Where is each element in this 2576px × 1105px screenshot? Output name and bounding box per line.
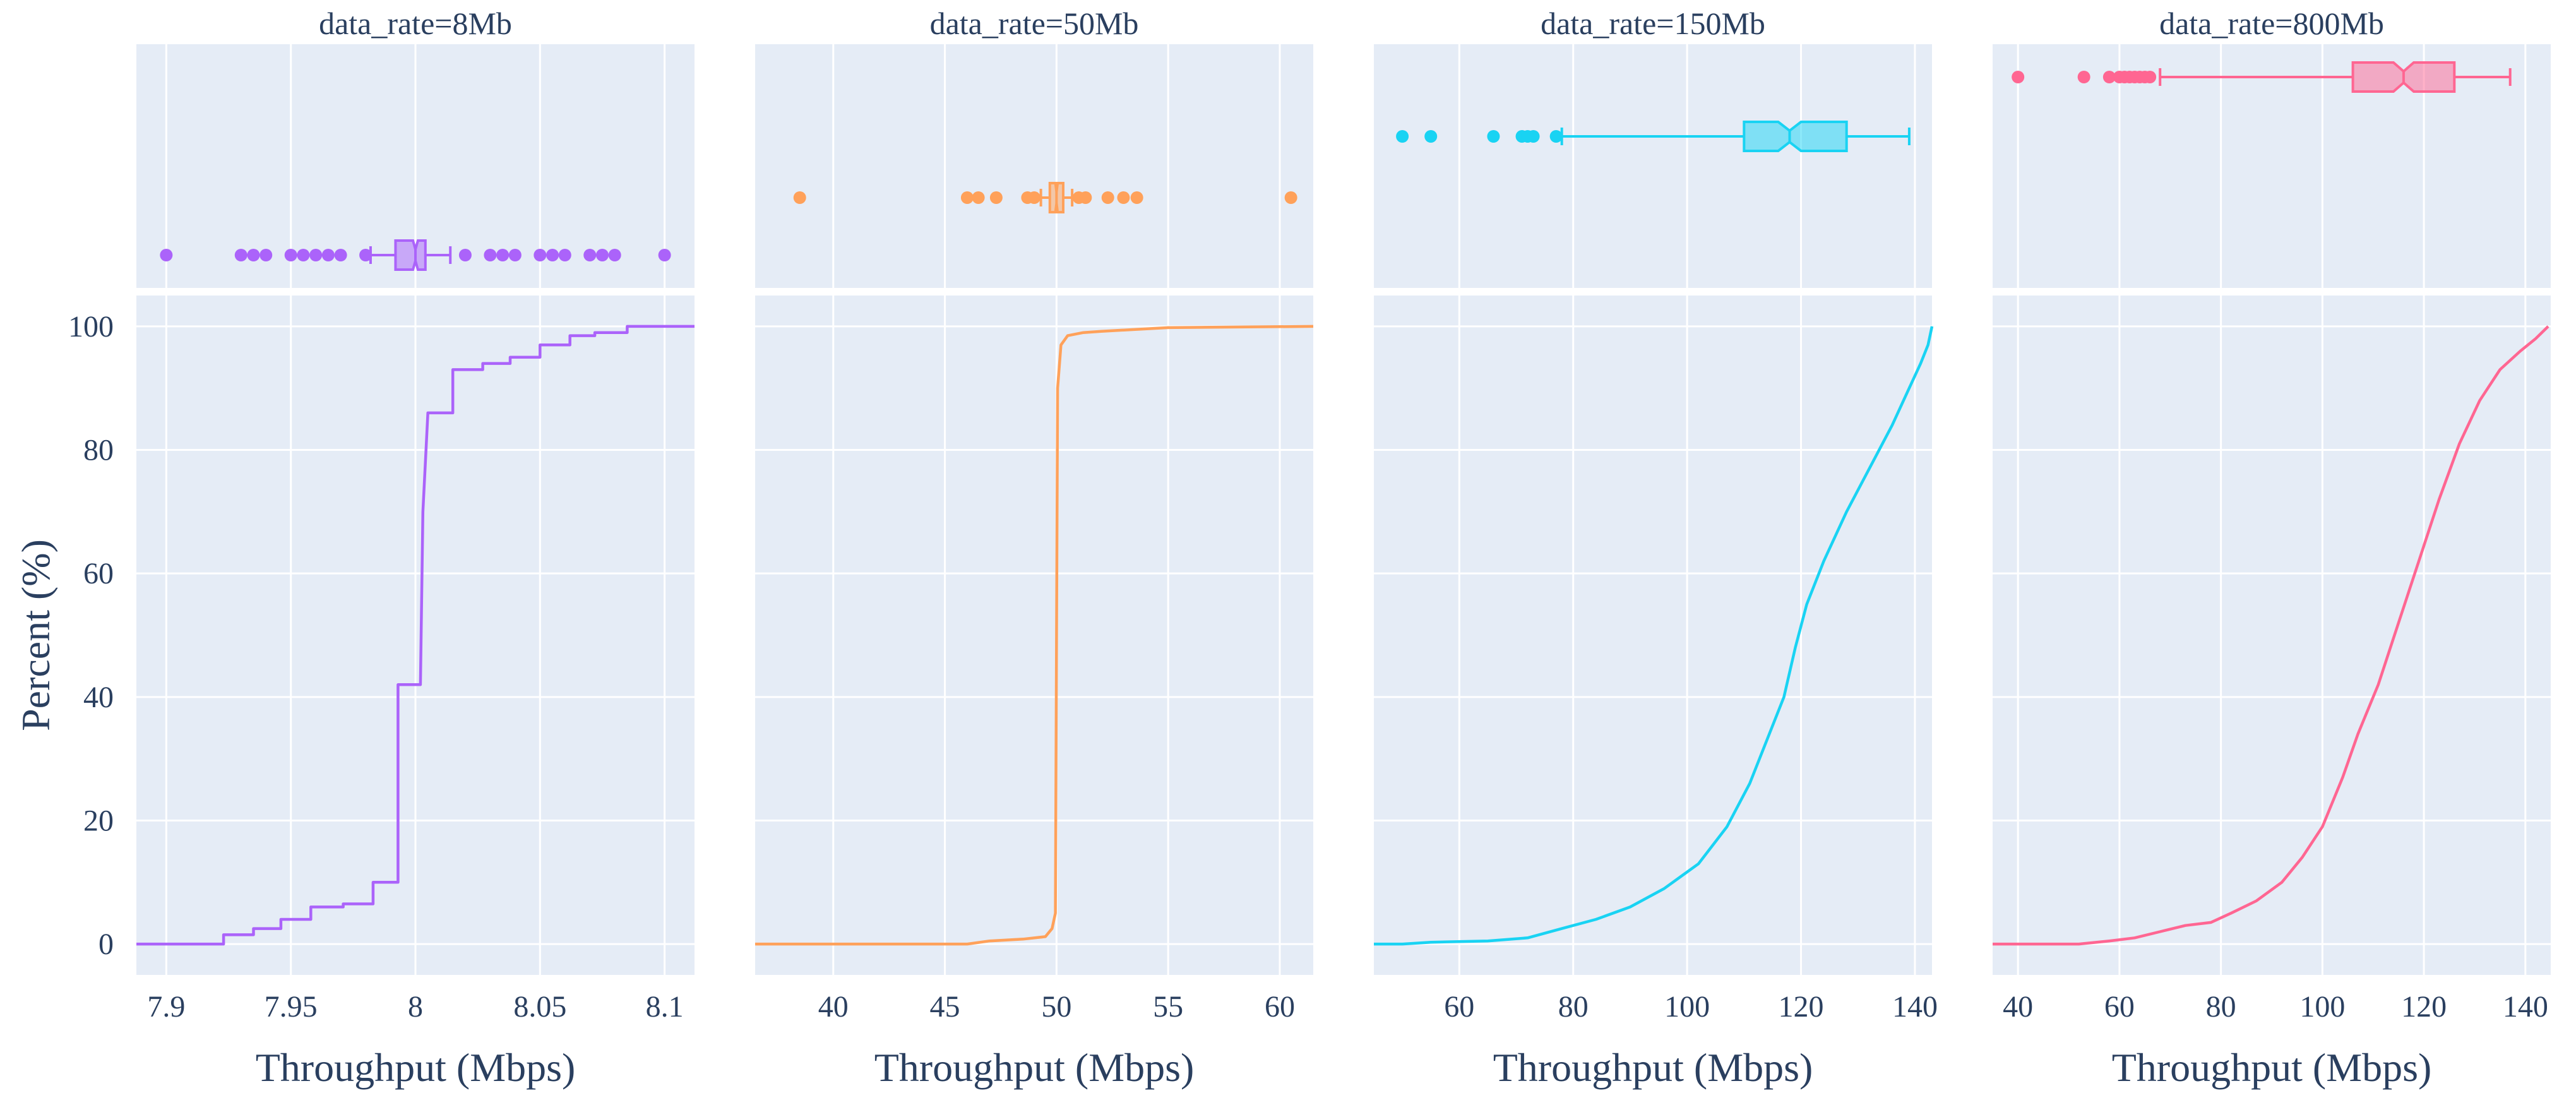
x-tick-label: 8.05 (513, 990, 566, 1024)
box-plot (1396, 121, 1911, 152)
x-axis-title: Throughput (Mbps) (256, 1045, 576, 1090)
x-tick-label: 7.95 (265, 990, 318, 1024)
outlier-point (558, 249, 571, 261)
outlier-point (1487, 130, 1500, 143)
x-tick-label: 8.1 (646, 990, 684, 1024)
x-tick-label: 45 (930, 990, 960, 1024)
panel-4: data_rate=800Mb 40 60 80 100 120 140 Throughput… (1993, 6, 2551, 1090)
outlier-point (960, 191, 974, 204)
ecdf-line (755, 325, 1314, 946)
outlier-point (458, 249, 472, 261)
ecdf-plot-background (1993, 296, 2551, 975)
y-tick-label: 60 (83, 557, 114, 590)
panel-2: data_rate=50Mb 40 45 50 55 60 Throughput (Mbps… (755, 6, 1314, 1090)
box-iqr (1743, 121, 1848, 152)
panel-title: data_rate=8Mb (319, 6, 512, 41)
x-axis-title: Throughput (Mbps) (2112, 1045, 2432, 1090)
box-plot-background (755, 44, 1313, 288)
outlier-point (972, 191, 985, 204)
ecdf-plot-background (1374, 296, 1932, 975)
ecdf-line (1374, 326, 1934, 946)
x-tick-label: 100 (1664, 990, 1710, 1024)
box-iqr (394, 239, 427, 271)
outlier-point (297, 249, 310, 261)
outlier-point (334, 249, 347, 261)
outlier-point (247, 249, 260, 261)
box-plot (793, 182, 1297, 213)
x-tick-label: 55 (1153, 990, 1183, 1024)
x-tick-label: 60 (2104, 990, 2135, 1024)
outlier-point (595, 249, 609, 261)
outlier-point (1549, 130, 1563, 143)
x-tick-label: 80 (2206, 990, 2236, 1024)
outlier-point (160, 249, 173, 261)
ecdf-line (1993, 325, 2549, 946)
x-tick-label: 120 (2401, 990, 2447, 1024)
x-tick-label: 7.9 (147, 990, 185, 1024)
outlier-point (658, 249, 671, 261)
outlier-point (2012, 71, 2025, 83)
box-plot (160, 239, 671, 271)
x-axis-title: Throughput (Mbps) (874, 1045, 1195, 1090)
panel-title: data_rate=150Mb (1541, 6, 1765, 41)
x-tick-label: 40 (2003, 990, 2033, 1024)
y-tick-label: 20 (83, 804, 114, 837)
outlier-point (2077, 71, 2090, 83)
outlier-point (484, 249, 497, 261)
box-plot (2012, 61, 2512, 93)
outlier-point (496, 249, 510, 261)
outlier-point (583, 249, 597, 261)
panel-title: data_rate=800Mb (2159, 6, 2384, 41)
x-tick-label: 50 (1041, 990, 1071, 1024)
outlier-point (1101, 191, 1114, 204)
outlier-point (1424, 130, 1438, 143)
outlier-point (309, 249, 323, 261)
outlier-point (989, 191, 1003, 204)
outlier-point (1079, 191, 1092, 204)
panel-title: data_rate=50Mb (930, 6, 1139, 41)
x-tick-label: 8 (408, 990, 423, 1024)
x-tick-label: 60 (1265, 990, 1295, 1024)
x-tick-label: 100 (2299, 990, 2345, 1024)
outlier-point (1117, 191, 1130, 204)
ecdf-plot-background (755, 296, 1313, 975)
outlier-point (793, 191, 806, 204)
y-tick-label: 80 (83, 434, 114, 467)
y-tick-label: 0 (98, 928, 114, 961)
x-tick-label: 140 (2503, 990, 2548, 1024)
outlier-point (259, 249, 273, 261)
outlier-point (1396, 130, 1409, 143)
ecdf-line (136, 325, 695, 946)
outlier-point (1284, 191, 1297, 204)
box-plot-background (1374, 44, 1932, 288)
x-tick-label: 120 (1779, 990, 1824, 1024)
x-tick-label: 60 (1444, 990, 1474, 1024)
outlier-point (234, 249, 247, 261)
x-tick-label: 80 (1558, 990, 1589, 1024)
outlier-point (284, 249, 297, 261)
x-axis-title: Throughput (Mbps) (1493, 1045, 1813, 1090)
x-tick-label: 140 (1892, 990, 1938, 1024)
panel-3: data_rate=150Mb 60 80 100 120 140 Throughput (… (1374, 6, 1938, 1090)
outlier-point (1527, 130, 1540, 143)
y-axis-title: Percent (%) (13, 539, 58, 731)
panel-1: data_rate=8Mb 7.9 7.95 8 8.05 8.1 Throughput (… (136, 6, 695, 1090)
outlier-point (546, 249, 559, 261)
outlier-point (321, 249, 335, 261)
outlier-point (1028, 191, 1041, 204)
y-tick-label: 40 (83, 681, 114, 714)
outlier-point (1130, 191, 1143, 204)
outlier-point (359, 249, 373, 261)
outlier-point (2102, 71, 2116, 83)
x-tick-label: 40 (818, 990, 849, 1024)
box-plot-background (1993, 44, 2551, 288)
outlier-point (534, 249, 547, 261)
y-tick-label: 100 (68, 310, 114, 343)
outlier-point (508, 249, 522, 261)
outlier-point (2144, 71, 2157, 83)
outlier-point (608, 249, 621, 261)
